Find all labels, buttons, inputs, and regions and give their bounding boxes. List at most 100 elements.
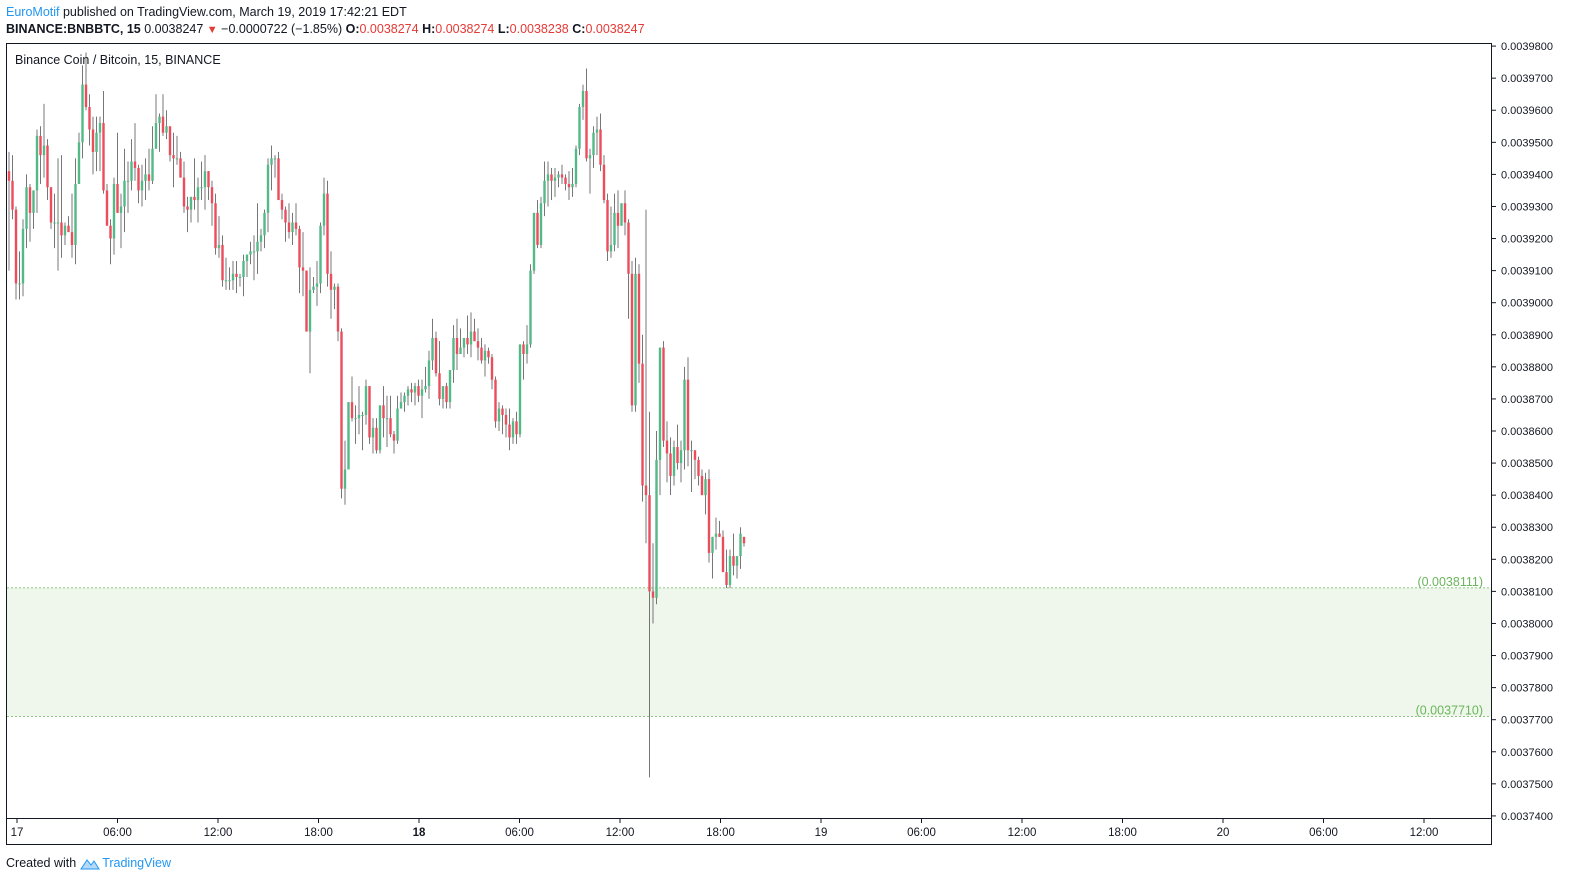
candle-body xyxy=(186,206,189,210)
candle xyxy=(382,386,385,438)
candle xyxy=(375,418,378,454)
candle xyxy=(322,177,326,236)
candle-body xyxy=(588,155,592,159)
candle xyxy=(557,171,560,188)
candle-body xyxy=(501,408,504,415)
candle xyxy=(329,251,333,319)
candle xyxy=(18,251,21,300)
candle-body xyxy=(424,386,427,390)
candle xyxy=(518,344,522,438)
chart-title: Binance Coin / Bitcoin, 15, BINANCE xyxy=(15,53,221,67)
candle-body xyxy=(679,450,683,464)
candle xyxy=(469,312,473,358)
candle-body xyxy=(714,533,718,537)
candle xyxy=(126,161,130,213)
candle-body xyxy=(214,203,217,249)
candle xyxy=(515,411,518,444)
author-link[interactable]: EuroMotif xyxy=(6,5,60,19)
candle xyxy=(431,318,434,371)
candle xyxy=(378,405,382,454)
candle-body xyxy=(553,177,557,181)
candle-body xyxy=(357,414,361,419)
candle-body xyxy=(438,373,441,399)
candle-body xyxy=(249,251,252,255)
candle-body xyxy=(739,533,742,557)
candle-body xyxy=(347,402,350,470)
candle-body xyxy=(175,158,179,160)
candle-body xyxy=(550,174,553,181)
candle-body xyxy=(25,187,28,229)
candle-body xyxy=(263,212,266,236)
candle xyxy=(623,190,627,236)
published-text: published on TradingView.com, March 19, … xyxy=(62,5,407,19)
candle xyxy=(427,350,431,399)
candle xyxy=(196,177,200,223)
candle-body xyxy=(273,158,277,160)
candle xyxy=(658,347,662,496)
time-tick-label: 12:00 xyxy=(606,827,635,839)
candle xyxy=(182,161,186,213)
candle-body xyxy=(536,212,539,245)
candle-body xyxy=(70,232,74,245)
candle xyxy=(441,386,445,409)
candle xyxy=(704,472,707,515)
time-tick-label: 12:00 xyxy=(1008,827,1037,839)
candle-body xyxy=(270,158,273,165)
candle-body xyxy=(473,331,476,342)
candle-body xyxy=(718,533,721,537)
candle xyxy=(606,193,609,261)
candle xyxy=(368,386,371,444)
candle-body xyxy=(490,357,494,380)
candle xyxy=(728,549,732,589)
candle xyxy=(511,418,515,444)
candle xyxy=(189,196,193,223)
candle-body xyxy=(350,402,354,419)
candle-body xyxy=(238,277,242,279)
last-price: 0.0038247 xyxy=(144,22,204,36)
candle xyxy=(28,184,32,242)
candle-body xyxy=(18,283,21,285)
low-label: L: xyxy=(497,22,510,36)
candle-body xyxy=(277,158,280,201)
candle xyxy=(291,212,294,245)
time-tick-label: 20 xyxy=(1217,827,1230,839)
candle xyxy=(11,155,14,220)
candle xyxy=(130,139,133,191)
candle xyxy=(88,94,91,146)
candle-body xyxy=(364,386,368,415)
candle xyxy=(473,318,476,342)
candle xyxy=(25,174,28,249)
candle xyxy=(326,180,329,287)
candle xyxy=(543,161,546,217)
candle xyxy=(679,440,683,483)
candle xyxy=(389,395,392,438)
candle xyxy=(396,395,399,444)
candle-body xyxy=(14,209,18,284)
candle-body xyxy=(378,405,382,451)
candle-body xyxy=(123,180,126,207)
tradingview-link[interactable]: TradingView xyxy=(80,856,171,870)
candle xyxy=(200,161,203,201)
time-tick-label: 06:00 xyxy=(907,827,936,839)
candle xyxy=(529,264,532,348)
candle-body xyxy=(371,427,375,438)
candle-body xyxy=(644,485,648,496)
candle-body xyxy=(497,408,501,422)
price-tick-label: 0.0038600 xyxy=(1501,426,1553,438)
candle-body xyxy=(11,180,14,210)
down-arrow-icon: ▼ xyxy=(206,24,218,36)
open-value: 0.0038274 xyxy=(359,22,419,36)
candle xyxy=(263,209,266,249)
price-tick-label: 0.0039400 xyxy=(1501,169,1553,181)
candle xyxy=(585,68,588,162)
high-value: 0.0038274 xyxy=(435,22,495,36)
price-tick-label: 0.0038000 xyxy=(1501,618,1553,630)
candle-body xyxy=(39,135,42,156)
candle xyxy=(46,139,49,201)
candle xyxy=(707,469,711,563)
candle xyxy=(147,148,151,191)
candle xyxy=(158,113,161,152)
candle xyxy=(739,527,742,569)
candle xyxy=(399,392,403,409)
